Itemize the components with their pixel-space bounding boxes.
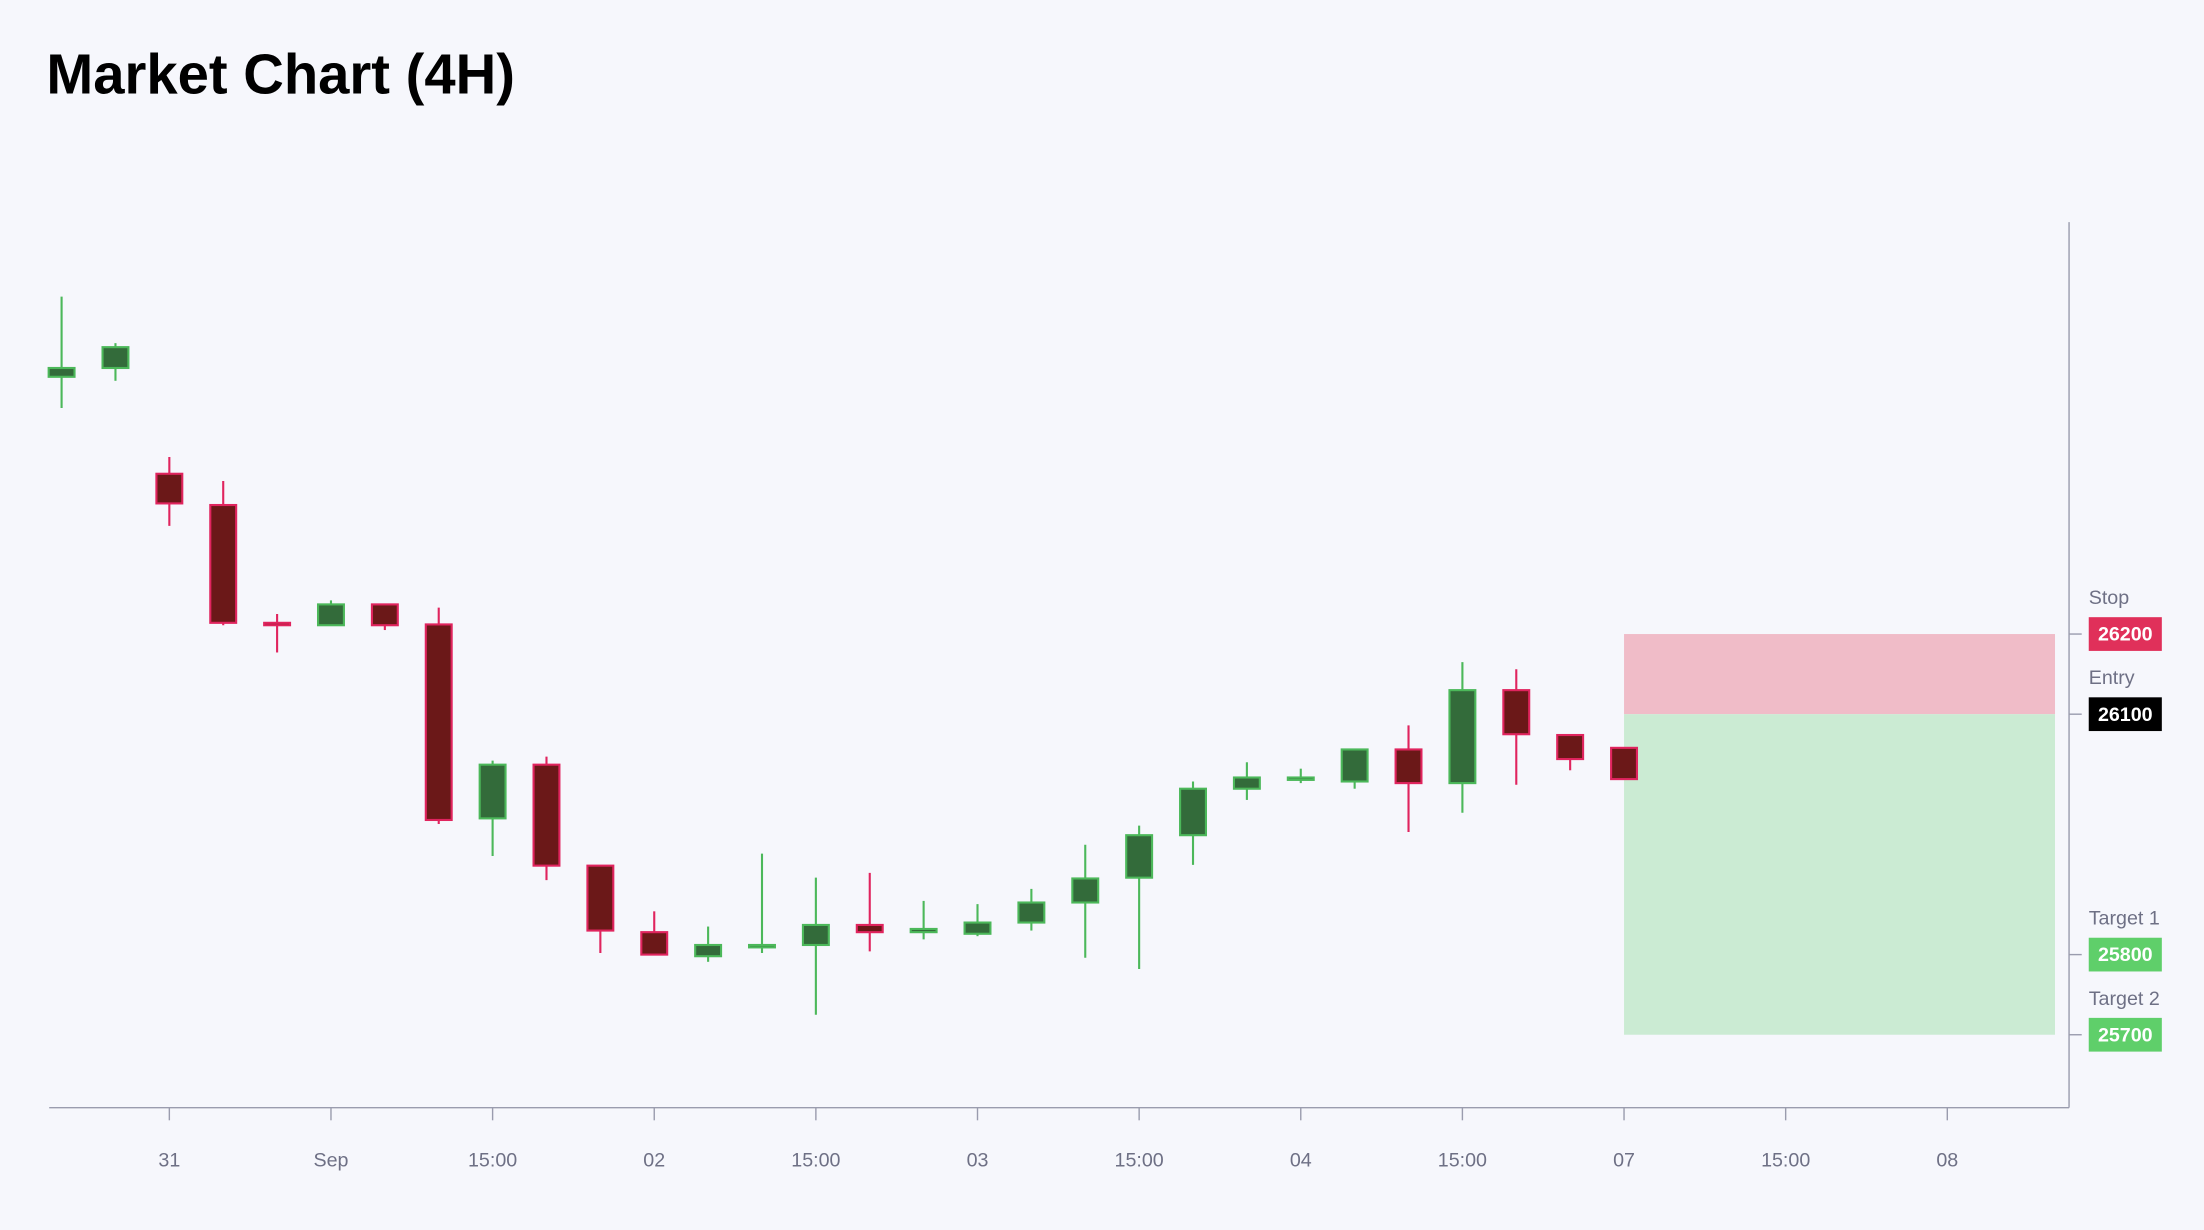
candle-body [1610,746,1639,781]
level-value: 25800 [2098,944,2153,966]
candle-body [586,864,615,932]
candle-body [694,943,723,958]
candle-body [801,923,830,947]
candle-body [1017,901,1046,924]
level-name: Target 2 [2089,988,2160,1010]
level-badge [2088,1017,2162,1052]
candle-body [1502,689,1531,736]
candle-body [424,623,453,822]
candle-body [316,603,345,627]
candle-body [478,763,507,820]
candle-body [101,346,130,370]
level-name: Stop [2089,587,2130,609]
target-zone [1624,714,2056,1035]
x-tick-label: 15:00 [1115,1149,1164,1171]
candle-body [963,921,992,935]
candle-body [909,927,938,934]
candle-body [1071,877,1100,904]
x-tick-label: 15:00 [1438,1149,1487,1171]
candle-body [1179,787,1207,837]
candle-body [370,603,399,627]
candle-body [532,763,561,867]
candle-body [1556,733,1585,761]
level-value: 25700 [2098,1024,2153,1046]
x-tick-label: 04 [1290,1149,1312,1171]
candle-body [263,621,292,627]
x-tick-label: 31 [158,1149,180,1171]
candle-body [1394,748,1423,785]
candle-body [1232,776,1261,790]
candle-body [748,943,776,949]
candle-body [209,503,238,624]
level-name: Target 1 [2089,908,2160,930]
level-badge [2088,697,2162,732]
candle-body [640,931,669,956]
candle-body [1448,689,1477,785]
candle-body [155,472,184,505]
level-value: 26100 [2098,704,2153,726]
candle-body [855,923,884,934]
x-tick-label: 02 [643,1149,665,1171]
x-tick-label: 07 [1613,1149,1635,1171]
level-badge [2088,937,2162,972]
candle-body [1125,834,1154,879]
level-name: Entry [2089,667,2135,689]
x-tick-label: 15:00 [468,1149,517,1171]
x-tick-label: 03 [967,1149,989,1171]
x-tick-label: Sep [313,1149,348,1171]
level-badge [2088,617,2162,651]
candle-body [1286,776,1315,781]
candle-body [47,366,76,378]
stop-zone [1624,634,2056,715]
candle-body [1340,748,1369,783]
chart-title: Market Chart (4H) [46,43,515,106]
x-tick-label: 15:00 [791,1149,840,1171]
x-tick-label: 15:00 [1761,1149,1810,1171]
x-tick-label: 08 [1936,1149,1958,1171]
level-value: 26200 [2098,624,2153,646]
